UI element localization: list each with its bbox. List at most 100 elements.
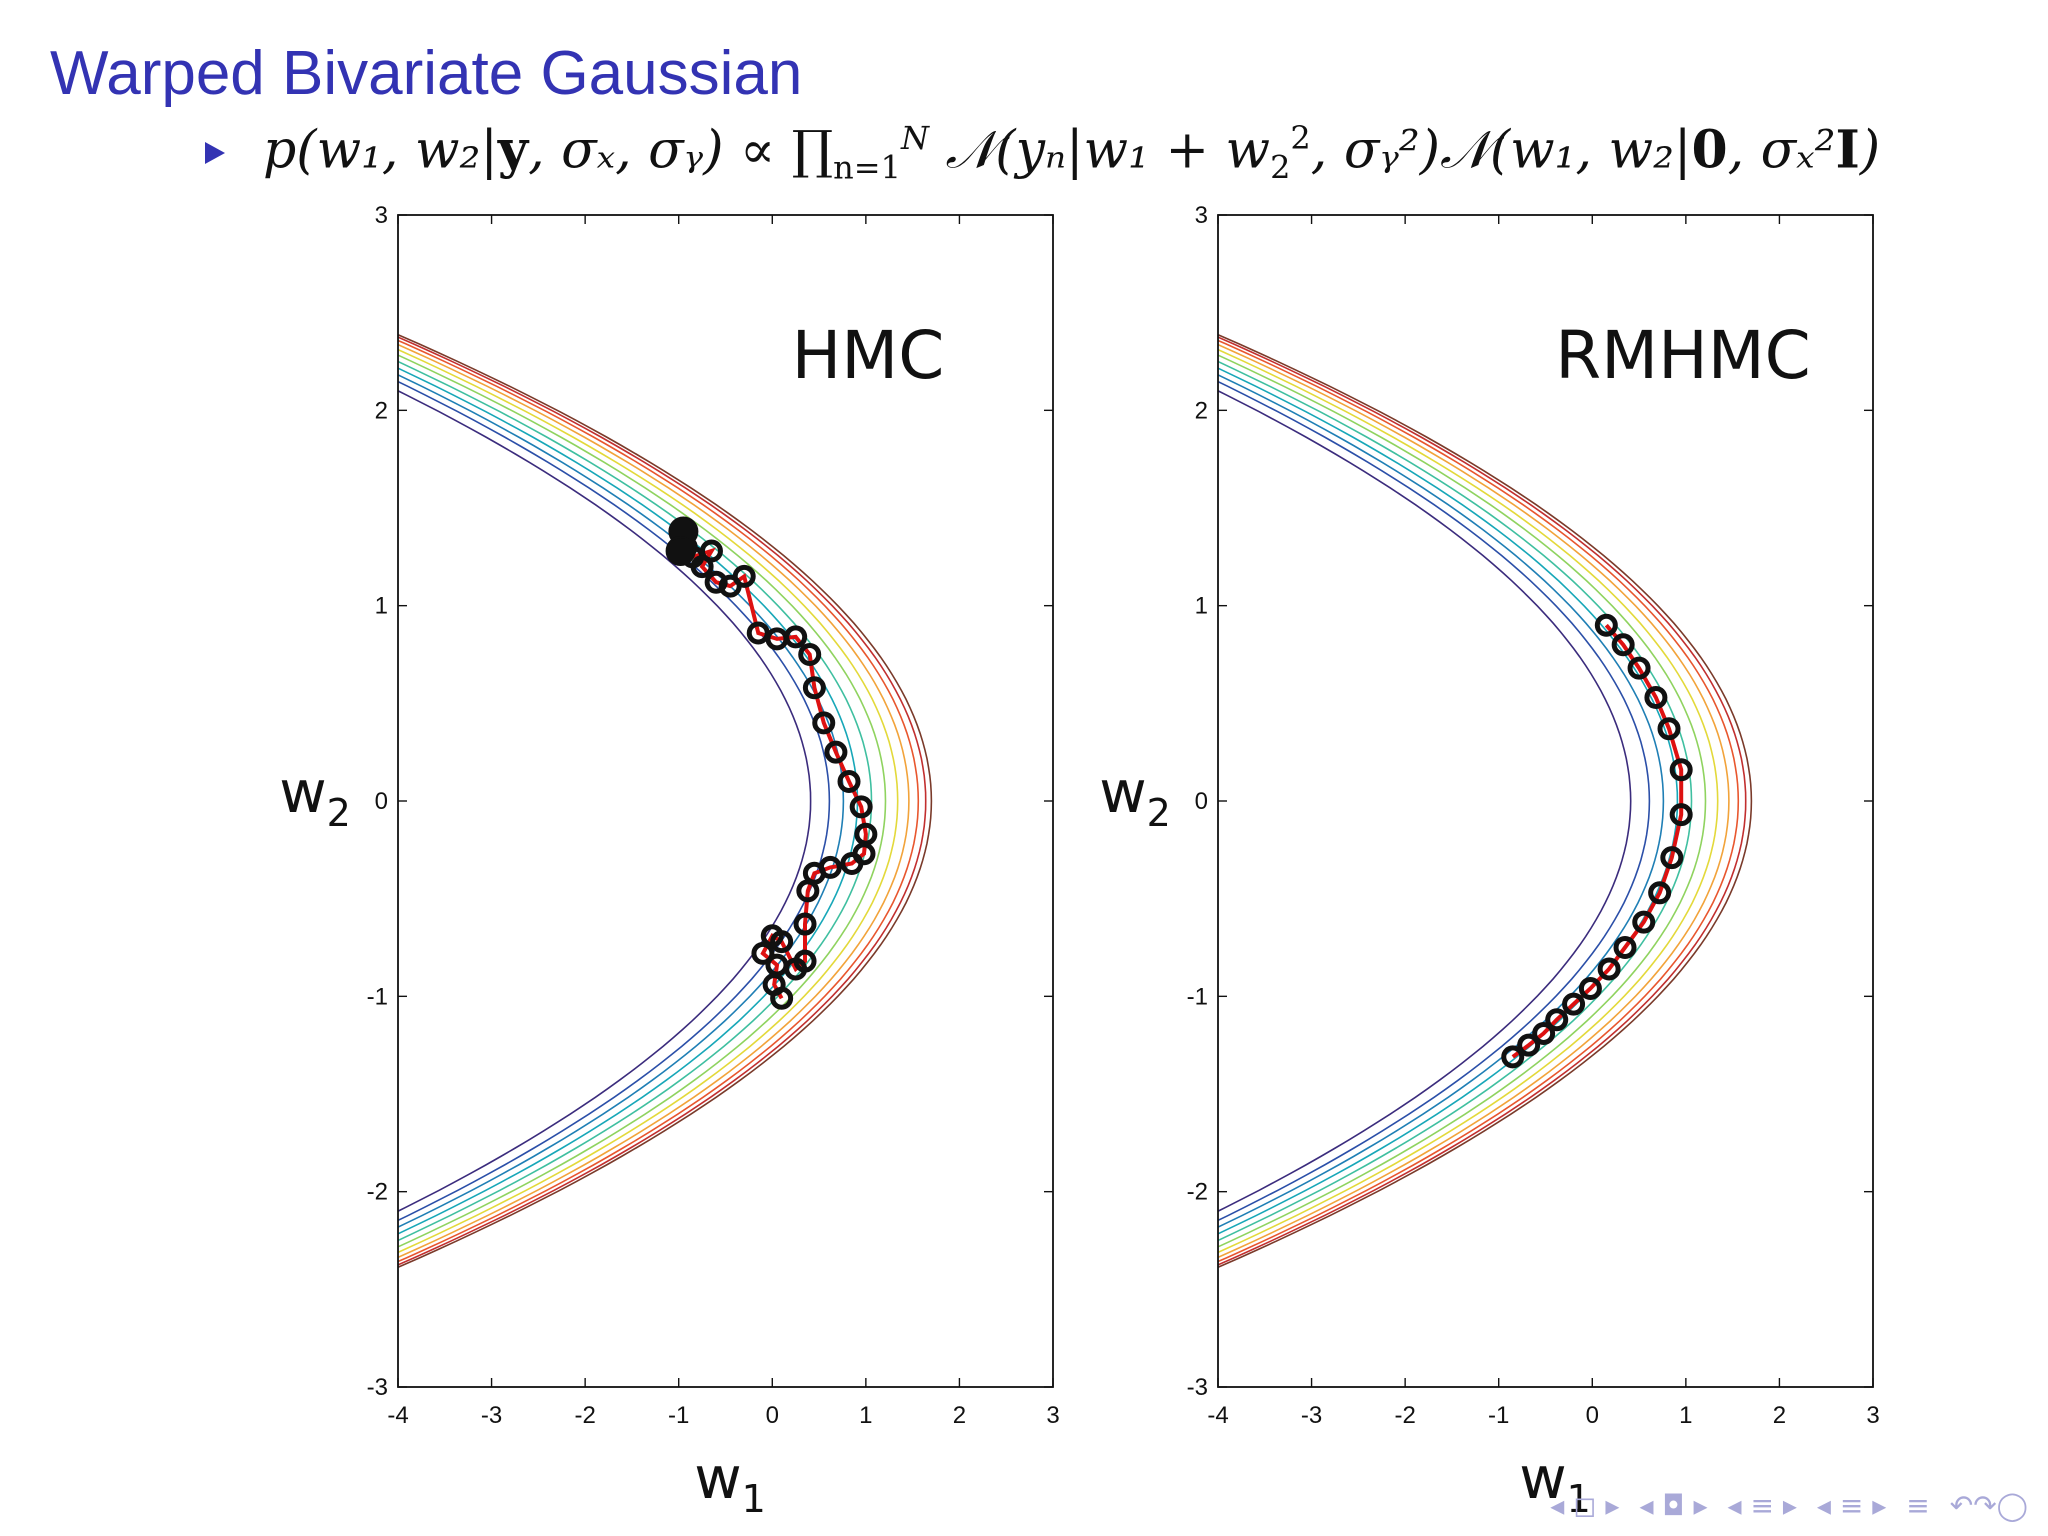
sample-point <box>732 564 756 588</box>
contour-level <box>398 380 831 1222</box>
contour-level <box>398 339 920 1263</box>
x-tick-label: 0 <box>1586 1402 1599 1429</box>
sample-point <box>1545 1008 1569 1032</box>
y-tick-label: -2 <box>367 1179 388 1206</box>
sample-point <box>840 852 864 876</box>
x-tick-label: 3 <box>1866 1402 1879 1429</box>
formula-prod-sup: N <box>900 119 929 158</box>
y-tick-label: 3 <box>375 202 388 229</box>
x-tick-label: -2 <box>574 1402 595 1429</box>
formula-sq-sub: 2 <box>1270 148 1291 187</box>
y-axis-title-sub: 2 <box>1147 791 1171 835</box>
contour-level <box>1218 367 1679 1235</box>
contour-level <box>398 336 927 1266</box>
y-tick-label: 1 <box>1195 593 1208 620</box>
contour-level <box>398 333 933 1269</box>
sample-point <box>1644 685 1668 709</box>
x-tick-label: 1 <box>859 1402 872 1429</box>
formula-y: y <box>497 119 529 181</box>
y-tick-label: -3 <box>367 1374 388 1401</box>
x-tick-label: -1 <box>668 1402 689 1429</box>
contour-level <box>1218 373 1665 1229</box>
sample-point <box>690 555 714 579</box>
formula-lhs: p(w₁, w₂| <box>263 120 498 181</box>
panel-label: RMHMC <box>1555 317 1810 394</box>
y-axis-title: w2 <box>1099 758 1171 835</box>
sample-point <box>1611 633 1635 657</box>
sample-point <box>793 912 817 936</box>
formula-sq-sup: 2 <box>1290 119 1311 158</box>
contour-lines <box>398 333 933 1269</box>
sample-point <box>760 924 784 948</box>
contour-level <box>1218 380 1651 1222</box>
formula-zero: 0 <box>1691 119 1728 181</box>
y-tick-label: 2 <box>1195 397 1208 424</box>
beamer-nav-bar: ◂ ◻ ▸ ◂ ◘ ▸ ◂ ≡ ▸ ◂ ≡ ▸ ≡ ↶↷◯ <box>1550 1486 2028 1526</box>
contour-lines <box>1218 333 1753 1269</box>
sample-point <box>849 795 873 819</box>
x-tick-label: 2 <box>1773 1402 1786 1429</box>
x-axis-title-sub: 1 <box>1567 1477 1591 1521</box>
contour-level <box>398 360 873 1242</box>
sample-point <box>704 570 728 594</box>
sample-point <box>824 740 848 764</box>
contour-level <box>398 389 812 1213</box>
contour-level <box>398 354 887 1248</box>
formula-term2: , σₓ² <box>1727 120 1836 181</box>
sample-point <box>1632 910 1656 934</box>
nav-section-icon[interactable]: ◂ ≡ ▸ <box>1727 1489 1797 1522</box>
sample-point <box>796 879 820 903</box>
x-axis-title: w1 <box>694 1444 766 1521</box>
sample-point <box>1669 803 1693 827</box>
x-tick-label: 2 <box>953 1402 966 1429</box>
nav-frame-icon[interactable]: ◂ ◻ ▸ <box>1550 1489 1620 1522</box>
sample-point <box>1578 977 1602 1001</box>
x-tick-label: 3 <box>1046 1402 1059 1429</box>
contour-level <box>1218 360 1693 1242</box>
x-tick-label: -4 <box>1207 1402 1228 1429</box>
sample-point <box>1627 656 1651 680</box>
formula-identity: I <box>1835 119 1860 181</box>
sample-point-large <box>665 535 696 566</box>
formula-term1b: , σᵧ²)𝒩(w₁, w₂| <box>1310 120 1692 181</box>
panel-label: HMC <box>792 317 945 394</box>
y-tick-label: 0 <box>375 788 388 815</box>
sample-point <box>770 986 794 1010</box>
sample-point <box>837 769 861 793</box>
sample-point <box>1657 717 1681 741</box>
contour-level <box>398 373 845 1229</box>
nav-subsection-icon[interactable]: ◂ ◘ ▸ <box>1639 1489 1708 1522</box>
sample-point <box>784 625 808 649</box>
contour-level <box>1218 343 1730 1259</box>
sample-point <box>1562 992 1586 1016</box>
y-tick-label: -2 <box>1187 1179 1208 1206</box>
sample-point <box>1648 881 1672 905</box>
sample-point <box>1597 957 1621 981</box>
nav-page-icon[interactable]: ◂ ≡ ▸ <box>1816 1489 1887 1522</box>
slide-title: Warped Bivariate Gaussian <box>50 39 803 108</box>
x-tick-label: -3 <box>481 1402 502 1429</box>
nav-toc-icon[interactable]: ≡ <box>1906 1489 1930 1522</box>
bullet-triangle-icon <box>205 142 225 164</box>
y-axis-title: w2 <box>279 758 351 835</box>
x-tick-label: -4 <box>387 1402 408 1429</box>
formula-cond: , σₓ, σᵧ) ∝ ∏ <box>528 120 834 181</box>
y-tick-label: 2 <box>375 397 388 424</box>
contour-level <box>1218 333 1753 1269</box>
sample-point <box>1669 758 1693 782</box>
formula-close: ) <box>1859 120 1881 181</box>
contour-level <box>398 343 910 1259</box>
y-tick-label: 3 <box>1195 202 1208 229</box>
sample-point <box>798 643 822 666</box>
x-tick-label: 1 <box>1679 1402 1692 1429</box>
sample-point <box>751 941 775 965</box>
formula-bullet: p(w₁, w₂|y, σₓ, σᵧ) ∝ ∏n=1N 𝒩(yₙ|w₁ + w2… <box>205 118 1880 188</box>
y-tick-label: -1 <box>1187 983 1208 1010</box>
nav-search-icon[interactable]: ↶↷◯ <box>1949 1489 2028 1522</box>
sample-point <box>1613 936 1637 959</box>
y-tick-label: -3 <box>1187 1374 1208 1401</box>
trajectory-line <box>1511 623 1684 1059</box>
y-tick-label: -1 <box>367 983 388 1010</box>
